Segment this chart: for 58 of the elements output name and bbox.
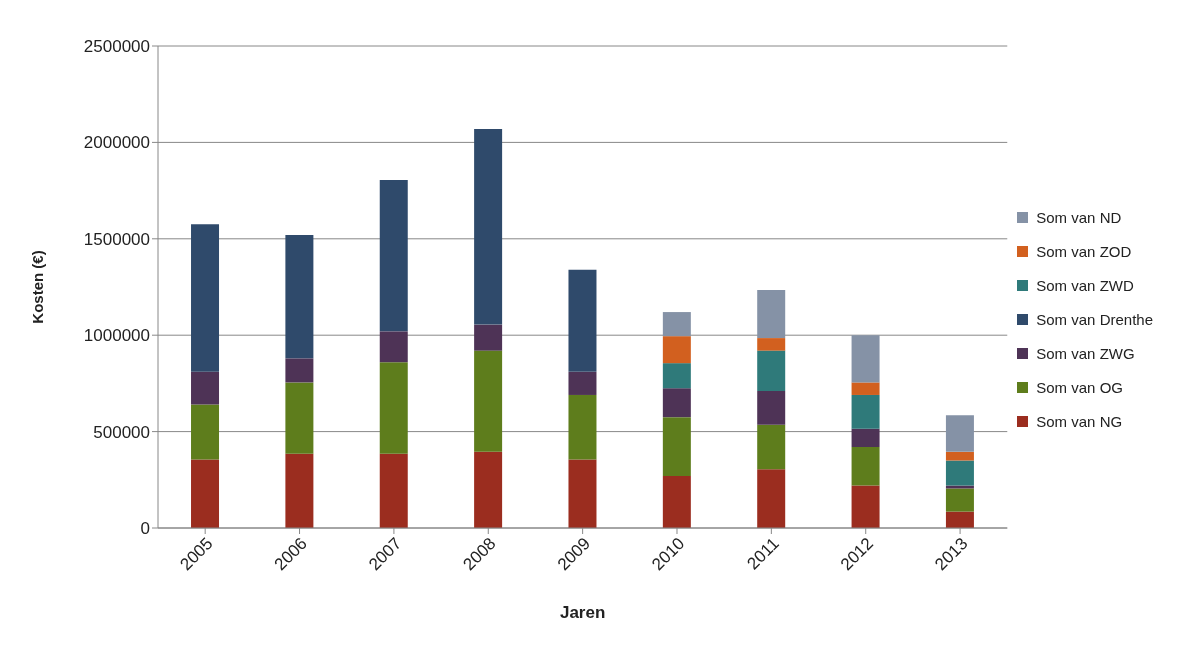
bar [191, 371, 220, 405]
bar [662, 388, 691, 418]
legend-label: Som van ZWG [1036, 345, 1135, 362]
bar [191, 404, 220, 460]
bar [379, 362, 408, 454]
bar [757, 469, 786, 528]
y-tick-label: 2000000 [83, 133, 150, 153]
bar [851, 335, 880, 383]
bar [474, 128, 503, 325]
bar [474, 451, 503, 528]
bar [568, 269, 597, 372]
bar [379, 453, 408, 528]
bar [285, 382, 314, 454]
bar [757, 391, 786, 425]
bar [851, 382, 880, 395]
bar [568, 371, 597, 395]
bar [285, 358, 314, 383]
bar [191, 224, 220, 372]
bar [379, 180, 408, 332]
y-tick-label: 2500000 [83, 37, 150, 57]
bar [851, 485, 880, 528]
bar [568, 394, 597, 460]
bar [662, 336, 691, 364]
bar [474, 324, 503, 351]
bar [191, 459, 220, 528]
legend-label: Som van ZOD [1036, 243, 1132, 260]
bar [851, 428, 880, 448]
y-tick-label: 1000000 [83, 326, 150, 346]
y-tick-label: 1500000 [83, 229, 150, 249]
bar [285, 234, 314, 359]
bar [945, 511, 974, 528]
bar [945, 451, 974, 461]
legend-label: Som van ZWD [1036, 277, 1134, 294]
y-axis-title: Kosten (€) [29, 250, 47, 324]
bar [757, 338, 786, 351]
y-tick-label: 0 [140, 519, 150, 539]
legend-label: Som van ND [1036, 209, 1122, 226]
bar [945, 415, 974, 452]
bar [379, 331, 408, 363]
bar [851, 394, 880, 429]
bar [945, 488, 974, 512]
legend-label: Som van OG [1036, 379, 1123, 396]
legend-label: Som van Drenthe [1036, 311, 1153, 328]
bar [851, 447, 880, 486]
y-tick-label: 500000 [93, 422, 150, 442]
bar [662, 312, 691, 337]
bar [662, 475, 691, 528]
bar [285, 453, 314, 528]
bar [757, 289, 786, 339]
bar [662, 363, 691, 389]
bar [757, 350, 786, 392]
bar [945, 460, 974, 486]
bar [474, 350, 503, 452]
legend-label: Som van NG [1036, 413, 1123, 430]
bar [662, 417, 691, 476]
bar [757, 424, 786, 470]
x-axis-title: Jaren [559, 603, 606, 622]
bar [568, 459, 597, 528]
